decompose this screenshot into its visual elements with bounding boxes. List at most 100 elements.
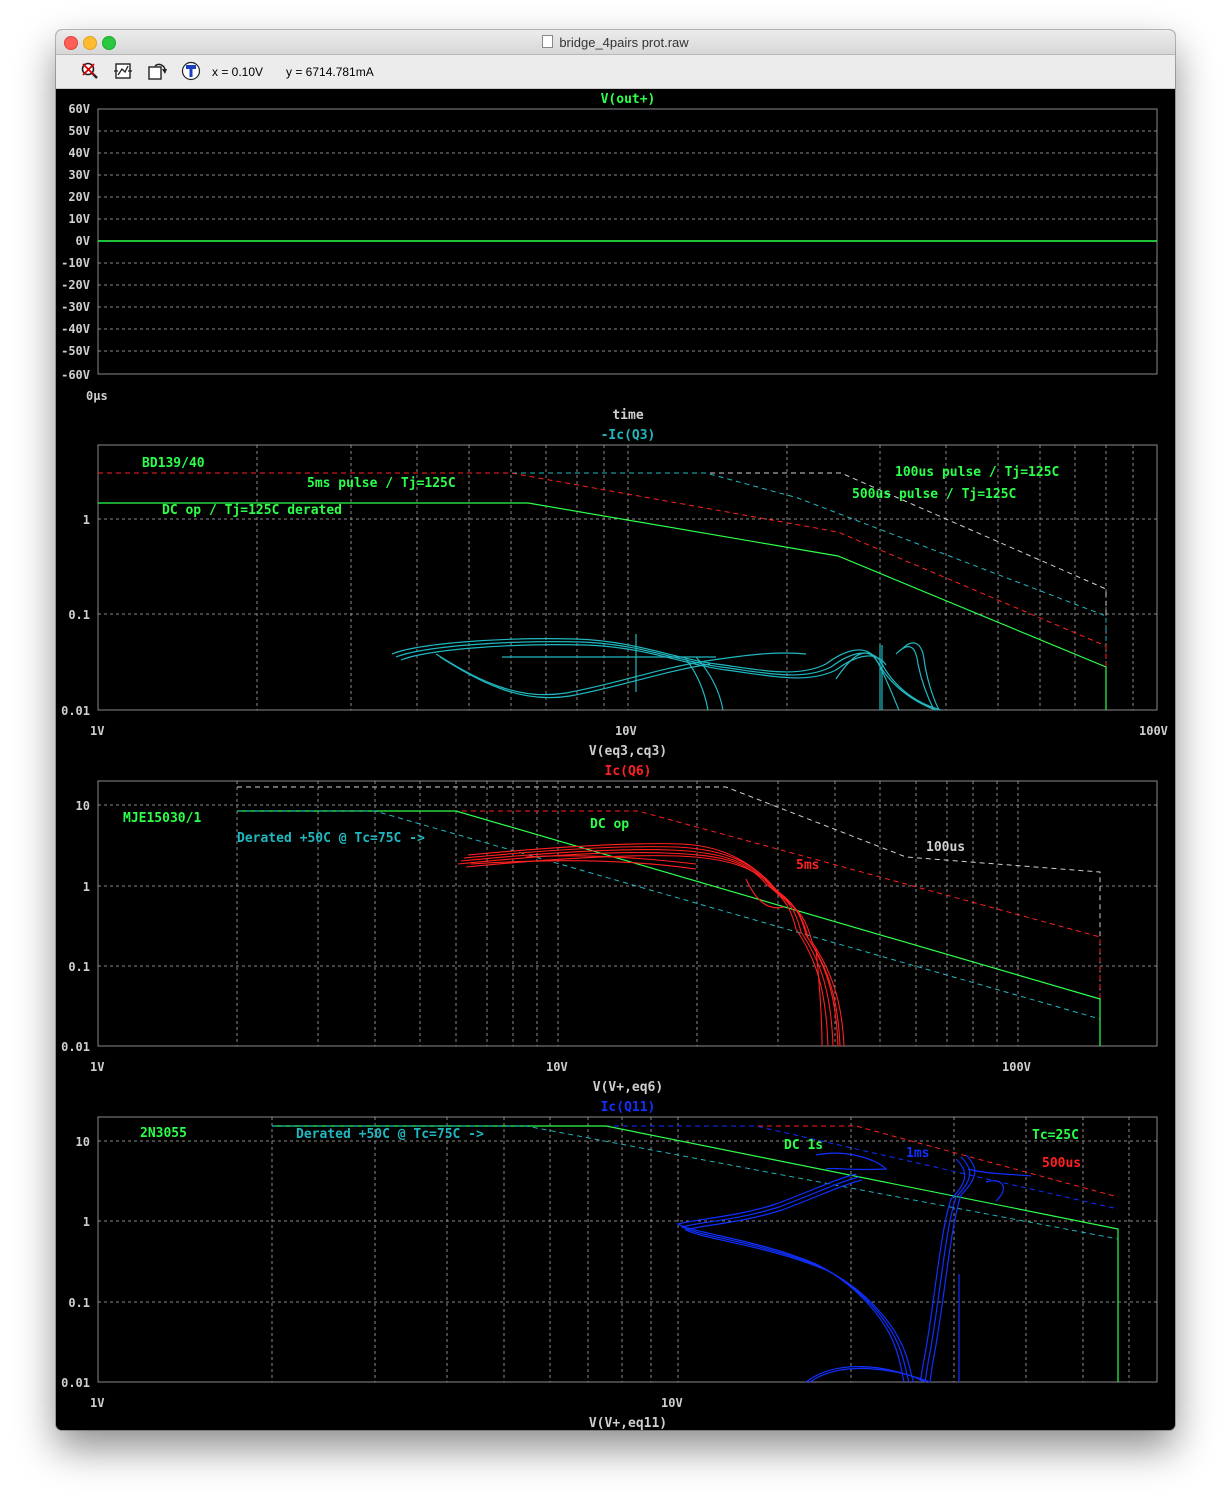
- x-tick: 1V: [90, 1060, 104, 1074]
- x-tick: 0µs: [86, 389, 108, 403]
- waveform-viewer[interactable]: V(out+) 60V 50V 40V 30V 20V 10V: [56, 89, 1175, 1430]
- annotation-5ms: 5ms pulse / Tj=125C: [307, 476, 456, 491]
- x-axis-label: V(V+,eq11): [589, 1416, 667, 1430]
- x-tick: 10V: [546, 1060, 568, 1074]
- annotation-5ms: 5ms: [796, 858, 819, 873]
- y-tick: -30V: [61, 300, 90, 314]
- y-tick: -60V: [61, 368, 90, 382]
- y-tick: 50V: [68, 124, 90, 138]
- plot-canvas[interactable]: V(out+) 60V 50V 40V 30V 20V 10V: [56, 89, 1175, 1430]
- y-tick: 0.1: [68, 1296, 90, 1310]
- trace-label-ic-q3[interactable]: -Ic(Q3): [601, 428, 656, 443]
- x-tick: 1V: [90, 1396, 104, 1410]
- y-readout: y = 6714.781mA: [286, 65, 374, 79]
- trace-ic-q6[interactable]: [457, 843, 845, 1047]
- panel-vout[interactable]: V(out+) 60V 50V 40V 30V 20V 10V: [61, 92, 1158, 423]
- autorange-icon[interactable]: [113, 61, 133, 81]
- y-tick: -40V: [61, 322, 90, 336]
- y-tick: 10: [76, 1135, 90, 1149]
- y-tick: 0.01: [61, 1040, 90, 1054]
- x-axis-label: V(eq3,cq3): [589, 744, 667, 759]
- soa-dc-op[interactable]: [98, 502, 1107, 710]
- annotation-dc-1s: DC 1s: [784, 1138, 823, 1153]
- panel-ic-q3[interactable]: -Ic(Q3) 1 0.1 0.01: [61, 428, 1168, 759]
- soa-100us[interactable]: [237, 786, 1101, 1046]
- app-window: bridge_4pairs prot.raw x = 0.10V y = 671…: [56, 30, 1175, 1430]
- x-tick: 100V: [1139, 724, 1168, 738]
- y-tick: 1: [83, 1215, 90, 1229]
- x-tick: 1V: [90, 724, 104, 738]
- y-tick: 30V: [68, 168, 90, 182]
- annotation-derated: Derated +50C @ Tc=75C ->: [237, 831, 425, 846]
- panel-frame: [97, 1116, 1158, 1383]
- window-title: bridge_4pairs prot.raw: [56, 35, 1175, 50]
- annotations: MJE15030/1 Derated +50C @ Tc=75C -> DC o…: [123, 811, 965, 873]
- y-tick: -20V: [61, 278, 90, 292]
- trace-label-ic-q11[interactable]: Ic(Q11): [601, 1100, 656, 1115]
- annotations: 2N3055 Derated +50C @ Tc=75C -> DC 1s 1m…: [140, 1126, 1081, 1171]
- annotation-500us: 500us pulse / Tj=125C: [852, 487, 1016, 502]
- undo-zoom-icon[interactable]: [147, 61, 167, 81]
- annotation-100us: 100us: [926, 840, 965, 855]
- annotation-part-bd139: BD139/40: [142, 456, 205, 471]
- minimize-button[interactable]: [83, 36, 97, 50]
- y-tick: 1: [83, 880, 90, 894]
- x-readout: x = 0.10V: [212, 65, 264, 79]
- panel-frame: [97, 780, 1158, 1047]
- x-axis-label: time: [612, 408, 643, 423]
- window-title-text: bridge_4pairs prot.raw: [559, 35, 689, 50]
- x-tick: 10V: [615, 724, 637, 738]
- y-axis-ticks: 1 0.1 0.01: [61, 513, 90, 718]
- annotation-part-mje15030: MJE15030/1: [123, 811, 201, 826]
- annotation-500us: 500us: [1042, 1156, 1081, 1171]
- soa-dc-1s[interactable]: [272, 1125, 1119, 1382]
- annotation-100us: 100us pulse / Tj=125C: [895, 465, 1059, 480]
- trace-label-vout[interactable]: V(out+): [601, 92, 656, 107]
- annotations: BD139/40 5ms pulse / Tj=125C DC op / Tj=…: [142, 456, 1059, 518]
- annotation-dc-op: DC op: [590, 817, 629, 832]
- grid: [98, 1117, 1157, 1382]
- y-tick: 10: [76, 799, 90, 813]
- annotation-1ms: 1ms: [906, 1146, 929, 1161]
- x-axis-ticks: 1V 10V 100V: [90, 724, 1168, 738]
- zoom-button[interactable]: [102, 36, 116, 50]
- document-icon: [542, 35, 554, 48]
- y-tick: 60V: [68, 102, 90, 116]
- y-tick: 40V: [68, 146, 90, 160]
- x-tick: 10V: [661, 1396, 683, 1410]
- x-tick: 100V: [1002, 1060, 1031, 1074]
- annotation-dc-op: DC op / Tj=125C derated: [162, 503, 342, 518]
- title-bar: bridge_4pairs prot.raw: [56, 30, 1175, 55]
- y-tick: 1: [83, 513, 90, 527]
- x-axis-ticks: 1V 10V: [90, 1396, 683, 1410]
- annotation-part-2n3055: 2N3055: [140, 1126, 187, 1141]
- x-axis-label: V(V+,eq6): [593, 1080, 663, 1095]
- probe-icon[interactable]: [181, 61, 201, 81]
- y-axis-ticks: 10 1 0.1 0.01: [61, 1135, 90, 1390]
- y-tick: 0.1: [68, 608, 90, 622]
- y-tick: 0.01: [61, 704, 90, 718]
- y-tick: -50V: [61, 344, 90, 358]
- y-axis-ticks: 60V 50V 40V 30V 20V 10V 0V -10V -20V -30…: [61, 102, 90, 382]
- y-tick: -10V: [61, 256, 90, 270]
- grid: [98, 781, 1157, 1046]
- annotation-derated: Derated +50C @ Tc=75C ->: [296, 1127, 484, 1142]
- toolbar: x = 0.10V y = 6714.781mA: [56, 55, 1175, 89]
- soa-derated[interactable]: [237, 810, 1101, 1020]
- y-tick: 0.1: [68, 960, 90, 974]
- panel-ic-q11[interactable]: Ic(Q11) 10 1 0.1: [61, 1100, 1158, 1430]
- annotation-tc25: Tc=25C: [1032, 1128, 1079, 1143]
- y-axis-ticks: 10 1 0.1 0.01: [61, 799, 90, 1054]
- trace-ic-q11[interactable]: [676, 1152, 1032, 1383]
- y-tick: 0V: [76, 234, 90, 248]
- close-button[interactable]: [64, 36, 78, 50]
- zoom-cancel-icon[interactable]: [80, 61, 100, 81]
- trace-ic-q3[interactable]: [391, 634, 942, 711]
- x-axis-ticks: 1V 10V 100V: [90, 1060, 1031, 1074]
- trace-label-ic-q6[interactable]: Ic(Q6): [605, 764, 652, 779]
- panel-ic-q6[interactable]: Ic(Q6) 10 1: [61, 764, 1158, 1095]
- y-tick: 0.01: [61, 1376, 90, 1390]
- soa-derated[interactable]: [272, 1125, 1119, 1240]
- y-tick: 20V: [68, 190, 90, 204]
- y-tick: 10V: [68, 212, 90, 226]
